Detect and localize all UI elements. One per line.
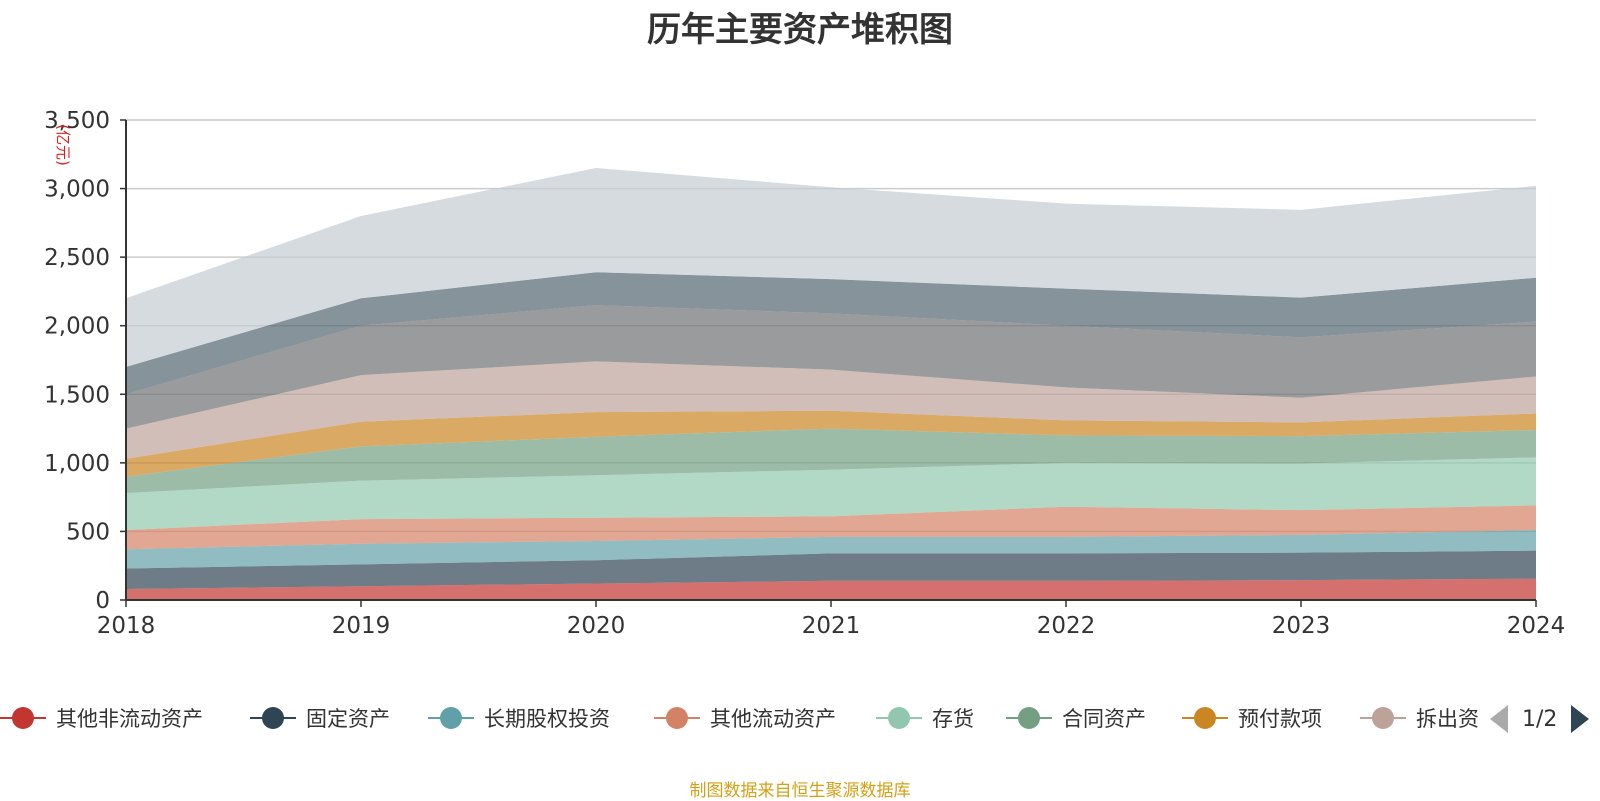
legend-label: 预付款项 [1238, 707, 1322, 731]
legend-item[interactable]: 长期股权投资 [428, 700, 610, 736]
legend-marker-icon [654, 700, 700, 736]
legend-marker-icon [1006, 700, 1052, 736]
area-series-9 [126, 305, 1536, 429]
area-series-6 [126, 428, 1536, 494]
chart-title: 历年主要资产堆积图 [647, 10, 953, 50]
legend-item[interactable]: 固定资产 [250, 700, 390, 736]
x-tick-label: 2021 [802, 613, 861, 639]
area-series-3 [126, 530, 1536, 569]
y-tick-label: 3,500 [44, 108, 110, 134]
y-tick-label: 0 [95, 588, 110, 614]
legend-marker-icon [428, 700, 474, 736]
legend-marker-icon [1182, 700, 1228, 736]
area-series-10 [126, 272, 1536, 395]
area-series-7 [126, 410, 1536, 477]
legend-label: 固定资产 [306, 707, 390, 731]
legend-item[interactable]: 合同资产 [1006, 700, 1146, 736]
chart-plot: 0 500 1,000 1,500 2,000 2,500 3,000 3,500 2018 20… [44, 108, 1565, 639]
legend-label: 其他流动资产 [710, 707, 836, 731]
y-tick-label: 2,500 [44, 245, 110, 271]
legend-label: 合同资产 [1062, 707, 1146, 731]
source-note: 制图数据来自恒生聚源数据库 [689, 781, 911, 801]
y-axis-unit-label: (亿元) [54, 124, 72, 166]
y-tick-label: 1,000 [44, 451, 110, 477]
y-tick-label: 3,000 [44, 177, 110, 203]
legend-item[interactable]: 预付款项 [1182, 700, 1322, 736]
y-tick-label: 500 [66, 519, 110, 545]
legend-item[interactable]: 存货 [876, 700, 974, 736]
legend-label: 其他非流动资产 [56, 707, 203, 731]
axis-layer: 0 500 1,000 1,500 2,000 2,500 3,000 3,500 2018 20… [44, 108, 1565, 639]
x-tick-label: 2022 [1037, 613, 1096, 639]
legend-marker-icon [250, 700, 296, 736]
y-tick-label: 1,500 [44, 382, 110, 408]
legend-marker-icon [0, 700, 46, 736]
legend-item[interactable]: 其他流动资产 [654, 700, 836, 736]
x-tick-label: 2024 [1507, 613, 1566, 639]
x-tick-label: 2020 [567, 613, 626, 639]
pager-page-indicator: 1/2 [1522, 706, 1558, 732]
legend-marker-icon [876, 700, 922, 736]
legend-label: 存货 [932, 707, 974, 731]
area-layer [126, 168, 1536, 600]
x-tick-label: 2023 [1272, 613, 1331, 639]
legend-label: 拆出资金 [1416, 707, 1478, 731]
pager-next-arrow-icon[interactable] [1571, 705, 1590, 733]
legend-item[interactable]: 其他非流动资产 [0, 700, 203, 736]
legend: 其他非流动资产 固定资产 长期股权投资 其他流动资产 存货 合同资产 预付款项 拆出资金 [0, 700, 1478, 736]
area-series-5 [126, 457, 1536, 531]
x-tick-label: 2019 [332, 613, 391, 639]
area-series-1 [126, 578, 1536, 600]
area-series-2 [126, 550, 1536, 590]
legend-pager: 1/2 [1490, 704, 1590, 734]
area-series-4 [126, 505, 1536, 550]
legend-item[interactable]: 拆出资金 [1360, 700, 1478, 736]
y-tick-label: 2,000 [44, 314, 110, 340]
legend-label: 长期股权投资 [484, 707, 610, 731]
area-series-8 [126, 361, 1536, 459]
area-series-11 [126, 168, 1536, 367]
pager-prev-arrow-icon[interactable] [1490, 705, 1508, 733]
x-tick-label: 2018 [97, 613, 156, 639]
legend-marker-icon [1360, 700, 1406, 736]
